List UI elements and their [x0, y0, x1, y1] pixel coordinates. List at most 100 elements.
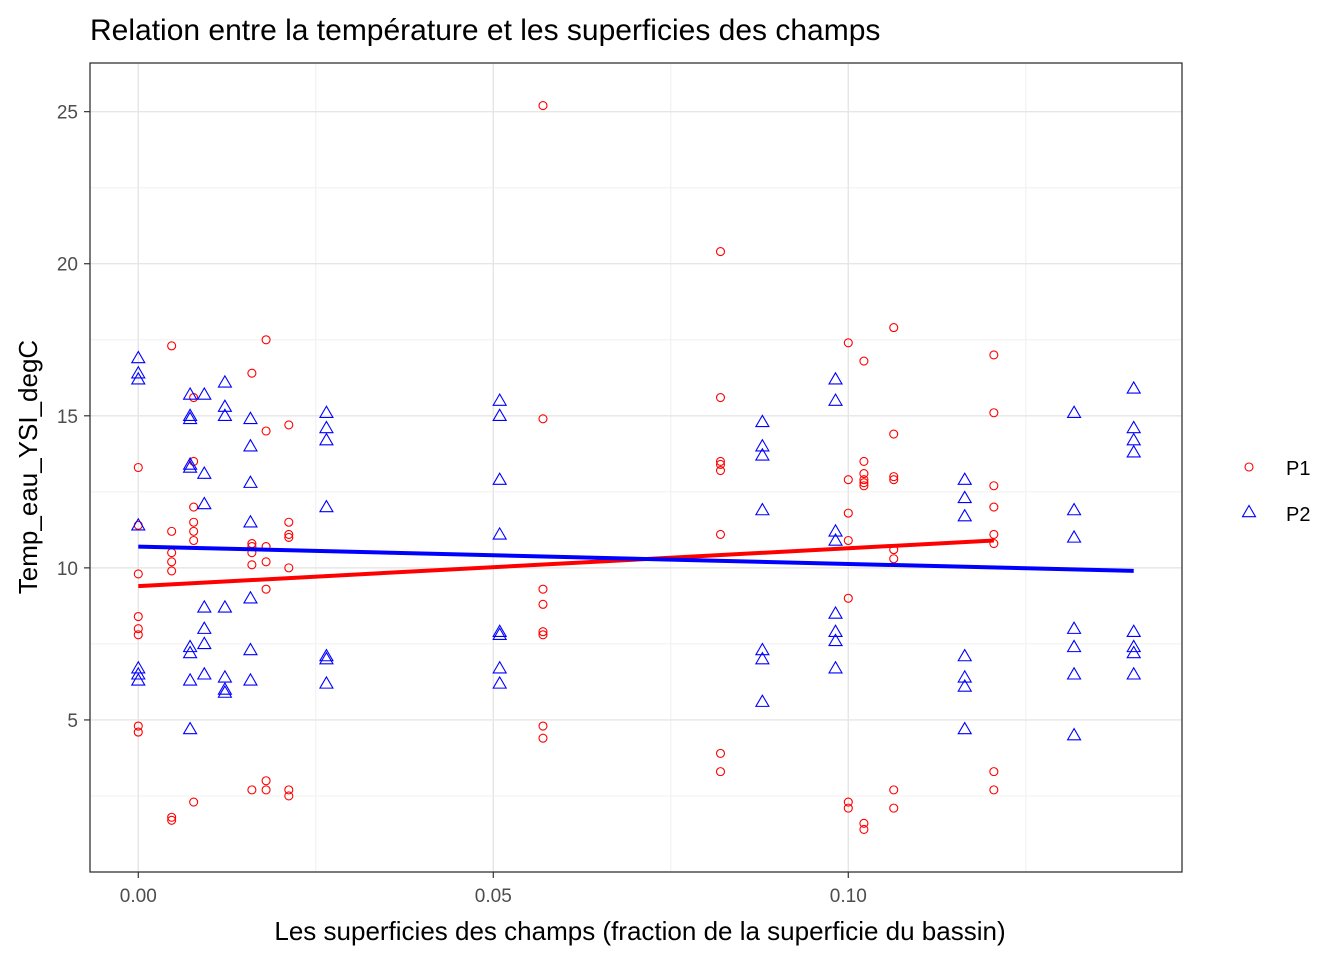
data-point [828, 392, 843, 406]
legend-key [1241, 504, 1257, 518]
data-point [715, 748, 726, 758]
data-point [754, 651, 770, 665]
data-point [284, 532, 294, 543]
data-point [196, 599, 212, 613]
data-point [843, 338, 853, 348]
data-point [182, 408, 198, 422]
data-point [889, 472, 899, 482]
data-point [538, 599, 548, 609]
data-point [715, 392, 726, 403]
data-point [715, 529, 726, 539]
data-point [182, 459, 198, 473]
trend-line-P1 [138, 538, 994, 589]
data-point [261, 557, 271, 567]
data-point [318, 675, 334, 689]
data-point [492, 675, 508, 689]
data-point [859, 469, 869, 479]
data-point [828, 624, 843, 637]
data-point [715, 465, 726, 476]
data-point [989, 785, 999, 795]
data-point [828, 523, 843, 537]
data-point [243, 672, 258, 686]
data-point [989, 767, 999, 777]
data-point [538, 584, 548, 594]
data-point [261, 426, 271, 436]
data-point [492, 627, 508, 641]
data-point [754, 438, 770, 452]
data-point [284, 785, 294, 795]
data-point [715, 767, 726, 777]
data-point [1066, 727, 1082, 741]
data-point [859, 824, 869, 834]
legend: P1 P2 [1241, 458, 1310, 526]
data-point [189, 502, 199, 512]
data-point [957, 648, 973, 662]
data-point [133, 462, 143, 473]
data-point [715, 247, 726, 257]
data-point [130, 350, 146, 364]
data-point [247, 560, 257, 570]
series-layer [130, 101, 1142, 834]
data-point [182, 386, 198, 400]
data-point [754, 502, 770, 516]
legend-item-P2: P2 [1241, 504, 1310, 526]
panel-border [89, 62, 1183, 873]
data-point [859, 475, 869, 485]
data-point [243, 438, 258, 452]
data-point [889, 803, 899, 813]
data-point [843, 475, 853, 485]
data-point [133, 721, 143, 731]
data-point [167, 557, 177, 567]
data-point [957, 669, 973, 683]
trend-line-P2 [138, 544, 1134, 573]
data-point [284, 791, 294, 801]
legend-label: P2 [1286, 504, 1310, 526]
data-point [261, 776, 271, 786]
data-point [989, 502, 999, 512]
data-point [261, 584, 271, 594]
data-point [754, 447, 770, 461]
data-point [1126, 380, 1142, 394]
data-point [889, 323, 899, 333]
data-point [133, 727, 143, 737]
data-point [1126, 624, 1142, 637]
data-point [284, 529, 294, 539]
data-point [284, 420, 294, 430]
data-point [167, 548, 177, 558]
data-point [167, 815, 177, 825]
legend-item-P1: P1 [1244, 458, 1310, 480]
data-point [1126, 444, 1142, 458]
data-point [828, 532, 843, 546]
data-point [1066, 666, 1082, 680]
data-point [1066, 621, 1082, 634]
data-point [182, 672, 198, 686]
data-point [1126, 432, 1142, 446]
data-point [492, 392, 508, 406]
data-point [1066, 639, 1082, 653]
legend-label: P1 [1286, 458, 1310, 480]
data-point [1126, 420, 1142, 434]
y-tick-label: 20 [57, 255, 78, 276]
data-point [889, 554, 899, 564]
data-point [196, 496, 212, 510]
data-point [318, 499, 334, 513]
data-point [284, 517, 294, 527]
data-point [284, 563, 294, 573]
data-point [538, 721, 548, 731]
data-point [196, 465, 212, 479]
data-point [754, 414, 770, 428]
data-point [859, 818, 869, 828]
data-point [189, 797, 199, 807]
series-P1 [133, 101, 999, 834]
data-point [318, 420, 334, 434]
data-point [167, 341, 177, 351]
data-point [196, 636, 212, 650]
data-point [133, 630, 143, 640]
data-point [196, 386, 212, 400]
data-point [243, 590, 258, 604]
data-point [167, 566, 177, 576]
data-point [318, 651, 334, 665]
data-point [1066, 502, 1082, 516]
data-point [182, 456, 198, 470]
data-point [182, 411, 198, 425]
